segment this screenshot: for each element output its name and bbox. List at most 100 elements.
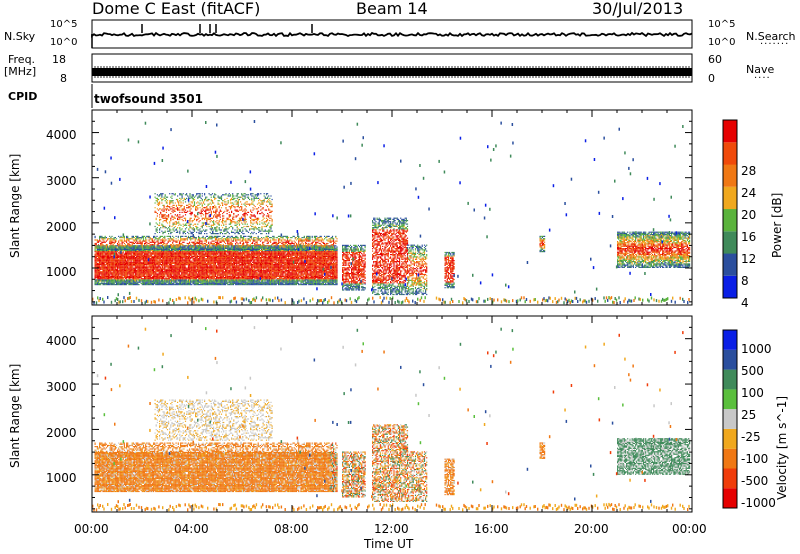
power-cell xyxy=(181,256,182,257)
power-cell xyxy=(156,269,157,270)
power-cell xyxy=(169,266,170,267)
power-cell xyxy=(129,284,130,285)
power-cell xyxy=(200,262,201,263)
power-cell xyxy=(127,283,128,284)
power-cell xyxy=(195,271,196,272)
power-cell xyxy=(226,258,227,259)
power-cell xyxy=(208,266,209,267)
power-cell xyxy=(198,275,199,276)
power-cell xyxy=(104,273,105,274)
power-cell xyxy=(129,252,130,253)
power-cell xyxy=(190,268,191,269)
power-cell xyxy=(118,279,119,280)
power-cell xyxy=(259,245,260,246)
power-cell xyxy=(258,282,259,283)
power-cell xyxy=(190,271,191,272)
power-cell xyxy=(254,250,255,251)
power-cell xyxy=(255,284,256,285)
power-cell xyxy=(255,265,256,266)
power-cell xyxy=(257,275,258,276)
power-cell xyxy=(176,270,177,271)
power-cell xyxy=(188,261,189,262)
power-cell xyxy=(171,269,172,270)
power-cell xyxy=(137,279,138,280)
power-cell xyxy=(132,251,133,252)
power-cell xyxy=(100,266,101,267)
power-cell xyxy=(233,276,234,277)
power-cell xyxy=(210,280,211,281)
power-cell xyxy=(124,263,125,264)
power-cell xyxy=(111,254,112,255)
power-cell xyxy=(218,270,219,271)
power-cell xyxy=(213,273,214,274)
power-cell xyxy=(145,255,146,256)
power-cell xyxy=(161,265,162,266)
power-cell xyxy=(267,264,268,265)
power-cell xyxy=(141,258,142,259)
power-cell xyxy=(170,275,171,276)
power-cell xyxy=(185,261,186,262)
power-cell xyxy=(227,278,228,279)
power-cell xyxy=(96,264,97,265)
power-cell xyxy=(151,272,152,273)
power-cell xyxy=(200,273,201,274)
power-cell xyxy=(263,264,264,265)
power-cell xyxy=(205,259,206,260)
power-cell xyxy=(188,246,189,247)
power-cell xyxy=(234,264,235,265)
power-cell xyxy=(191,250,192,251)
power-cell xyxy=(143,269,144,270)
power-cell xyxy=(245,272,246,273)
power-cell xyxy=(141,278,142,279)
power-cell xyxy=(135,279,136,280)
power-cell xyxy=(243,261,244,262)
power-cell xyxy=(117,271,118,272)
power-cell xyxy=(189,257,190,258)
power-cell xyxy=(137,271,138,272)
power-cell xyxy=(100,255,101,256)
power-cell xyxy=(239,264,240,265)
power-cell xyxy=(251,256,252,257)
power-cell xyxy=(230,264,231,265)
power-cell xyxy=(264,262,265,263)
power-cell xyxy=(257,255,258,256)
power-cell xyxy=(205,278,206,279)
power-cell xyxy=(244,271,245,272)
power-cell xyxy=(248,254,249,255)
power-cell xyxy=(149,278,150,279)
power-cell xyxy=(142,270,143,271)
power-cell xyxy=(244,256,245,257)
power-cell xyxy=(217,279,218,280)
power-cell xyxy=(102,254,103,255)
power-cell xyxy=(260,271,261,272)
power-cell xyxy=(242,254,243,255)
power-cell xyxy=(169,254,170,255)
power-cell xyxy=(190,282,191,283)
power-cell xyxy=(226,265,227,266)
power-cell xyxy=(150,254,151,255)
power-cell xyxy=(249,280,250,281)
power-cell xyxy=(232,284,233,285)
power-cell xyxy=(100,259,101,260)
power-cell xyxy=(143,256,144,257)
power-cell xyxy=(264,259,265,260)
power-cell xyxy=(250,257,251,258)
power-cell xyxy=(217,270,218,271)
power-cell xyxy=(267,255,268,256)
power-cell xyxy=(160,258,161,259)
power-cell xyxy=(264,261,265,262)
power-cell xyxy=(125,262,126,263)
power-cell xyxy=(194,273,195,274)
power-cell xyxy=(181,255,182,256)
power-cell xyxy=(134,272,135,273)
power-cell xyxy=(141,254,142,255)
power-cell xyxy=(126,252,127,253)
power-cell xyxy=(96,269,97,270)
power-cell xyxy=(118,280,119,281)
power-cell xyxy=(223,245,224,246)
power-cell xyxy=(180,250,181,251)
power-cell xyxy=(162,283,163,284)
power-cell xyxy=(144,272,145,273)
power-cell xyxy=(158,256,159,257)
power-cell xyxy=(244,273,245,274)
